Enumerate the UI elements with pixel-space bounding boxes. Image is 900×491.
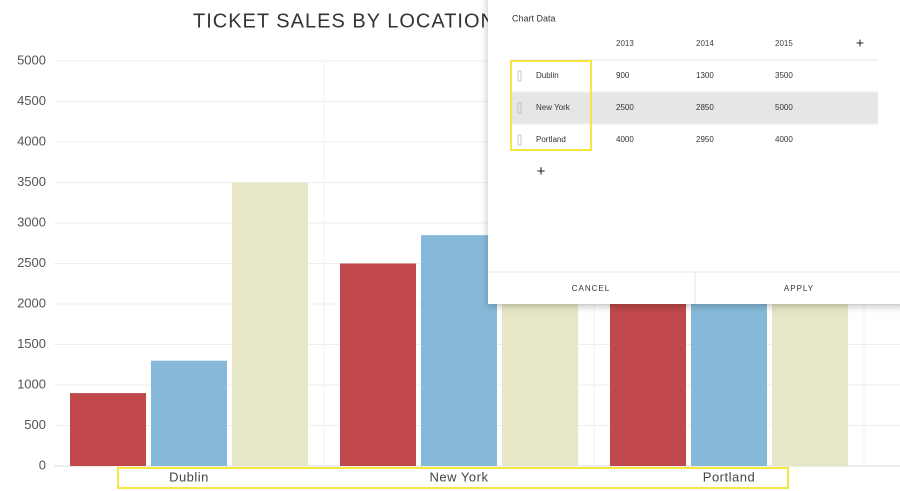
bar [421, 235, 497, 466]
column-header: 2013 [616, 39, 634, 48]
y-tick-label: 2000 [17, 295, 46, 310]
highlight-box [117, 467, 789, 489]
cell-value: 4000 [775, 135, 793, 144]
drag-handle [517, 102, 522, 114]
row-label: New York [536, 103, 571, 112]
bar [151, 360, 227, 466]
cell-value: 2850 [696, 103, 714, 112]
add-row[interactable]: + [537, 163, 546, 180]
bar [340, 263, 416, 466]
chart-data-dialog: Chart Data + + CANCEL APPLY 2013 2014 2015… [488, 0, 900, 304]
bar [232, 182, 308, 466]
drag-handle [517, 134, 522, 146]
drag-handle [517, 70, 522, 82]
y-tick-label: 2500 [17, 255, 46, 270]
y-tick-label: 1000 [17, 376, 46, 391]
column-header: 2014 [696, 39, 714, 48]
y-tick-label: 3000 [17, 214, 46, 229]
add-column[interactable]: + [856, 35, 864, 51]
x-tick-label: Portland [703, 469, 755, 484]
y-tick-label: 1500 [17, 336, 46, 351]
y-tick-label: 0 [39, 457, 46, 472]
dialog-title: Chart Data [512, 13, 556, 23]
x-tick-label: Dublin [169, 469, 209, 484]
y-tick-label: 4000 [17, 133, 46, 148]
cell-value: 5000 [775, 103, 793, 112]
apply-button[interactable]: APPLY [784, 284, 814, 293]
dialog-panel [488, 0, 900, 304]
chart-title: TICKET SALES BY LOCATION ( [193, 10, 510, 32]
y-tick-label: 4500 [17, 93, 46, 108]
row-label: Dublin [536, 71, 559, 80]
y-tick-label: 500 [24, 417, 46, 432]
cell-value: 900 [616, 71, 630, 80]
row-label: Portland [536, 135, 566, 144]
x-tick-label: New York [430, 469, 489, 484]
cancel-button[interactable]: CANCEL [572, 284, 610, 293]
y-tick-label: 3500 [17, 174, 46, 189]
y-tick-label: 5000 [17, 52, 46, 67]
highlight-box [510, 60, 592, 151]
cell-value: 1300 [696, 71, 714, 80]
row-highlight [510, 92, 878, 124]
cell-value: 3500 [775, 71, 793, 80]
cell-value: 4000 [616, 135, 634, 144]
column-header: 2015 [775, 39, 793, 48]
cell-value: 2950 [696, 135, 714, 144]
cell-value: 2500 [616, 103, 634, 112]
bar [70, 393, 146, 466]
